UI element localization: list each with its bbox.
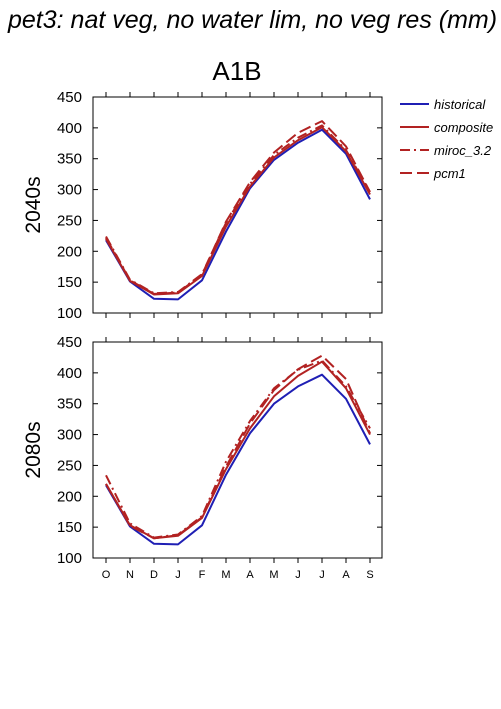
y-tick-label: 250 bbox=[57, 457, 82, 474]
x-tick-label: F bbox=[199, 569, 206, 581]
y-tick-label: 350 bbox=[57, 151, 82, 168]
legend: historical composite miroc_3.2 pcm1 bbox=[400, 97, 493, 181]
scenario-label: A1B bbox=[212, 56, 261, 86]
series-line-composite bbox=[105, 360, 371, 540]
y-tick-label: 100 bbox=[57, 550, 82, 567]
series-line-historical bbox=[105, 373, 371, 546]
series-line-miroc_3.2 bbox=[105, 359, 371, 539]
panel-2040s: 100 150 200 250 300 350 400 450 2040s bbox=[22, 89, 383, 322]
series-line-pcm1 bbox=[105, 120, 371, 295]
x-tick-label: M bbox=[269, 569, 278, 581]
y-tick-label: 250 bbox=[57, 212, 82, 229]
x-tick-label: J bbox=[319, 569, 325, 581]
y-tick-label: 400 bbox=[57, 365, 82, 382]
y-tick-label: 300 bbox=[57, 182, 82, 199]
y-tick-label: 450 bbox=[57, 89, 82, 106]
legend-label-miroc_3.2: miroc_3.2 bbox=[434, 143, 492, 158]
y-tick-label: 150 bbox=[57, 519, 82, 536]
x-tick-label: N bbox=[126, 569, 134, 581]
x-tick-label: J bbox=[295, 569, 301, 581]
row-label-2040s: 2040s bbox=[22, 176, 45, 233]
panel-2080s: 100 150 200 250 300 350 400 450 O N D J F M A M J J A S 2080… bbox=[22, 334, 383, 581]
y-tick-label: 200 bbox=[57, 488, 82, 505]
figure-title: pet3: nat veg, no water lim, no veg res … bbox=[7, 6, 497, 34]
plot-frame bbox=[92, 96, 383, 314]
y-tick-label: 400 bbox=[57, 120, 82, 137]
x-tick-label: S bbox=[366, 569, 373, 581]
x-tick-label: J bbox=[175, 569, 181, 581]
x-tick-label: A bbox=[342, 569, 350, 581]
y-tick-label: 100 bbox=[57, 305, 82, 322]
x-tick-label: O bbox=[102, 569, 111, 581]
x-tick-label: D bbox=[150, 569, 158, 581]
series-line-historical bbox=[105, 128, 371, 301]
series-line-pcm1 bbox=[105, 354, 371, 540]
y-tick-label: 200 bbox=[57, 243, 82, 260]
y-tick-label: 450 bbox=[57, 334, 82, 351]
legend-label-composite: composite bbox=[434, 120, 493, 135]
x-tick-label: A bbox=[246, 569, 254, 581]
chart-panels: 100 150 200 250 300 350 400 450 2040s 100 150 200 25… bbox=[22, 89, 383, 581]
plot-frame bbox=[92, 341, 383, 559]
row-label-2080s: 2080s bbox=[22, 421, 45, 478]
y-tick-label: 350 bbox=[57, 396, 82, 413]
legend-label-pcm1: pcm1 bbox=[433, 166, 466, 181]
x-tick-label: M bbox=[221, 569, 230, 581]
y-tick-label: 300 bbox=[57, 427, 82, 444]
y-tick-label: 150 bbox=[57, 274, 82, 291]
legend-label-historical: historical bbox=[434, 97, 486, 112]
